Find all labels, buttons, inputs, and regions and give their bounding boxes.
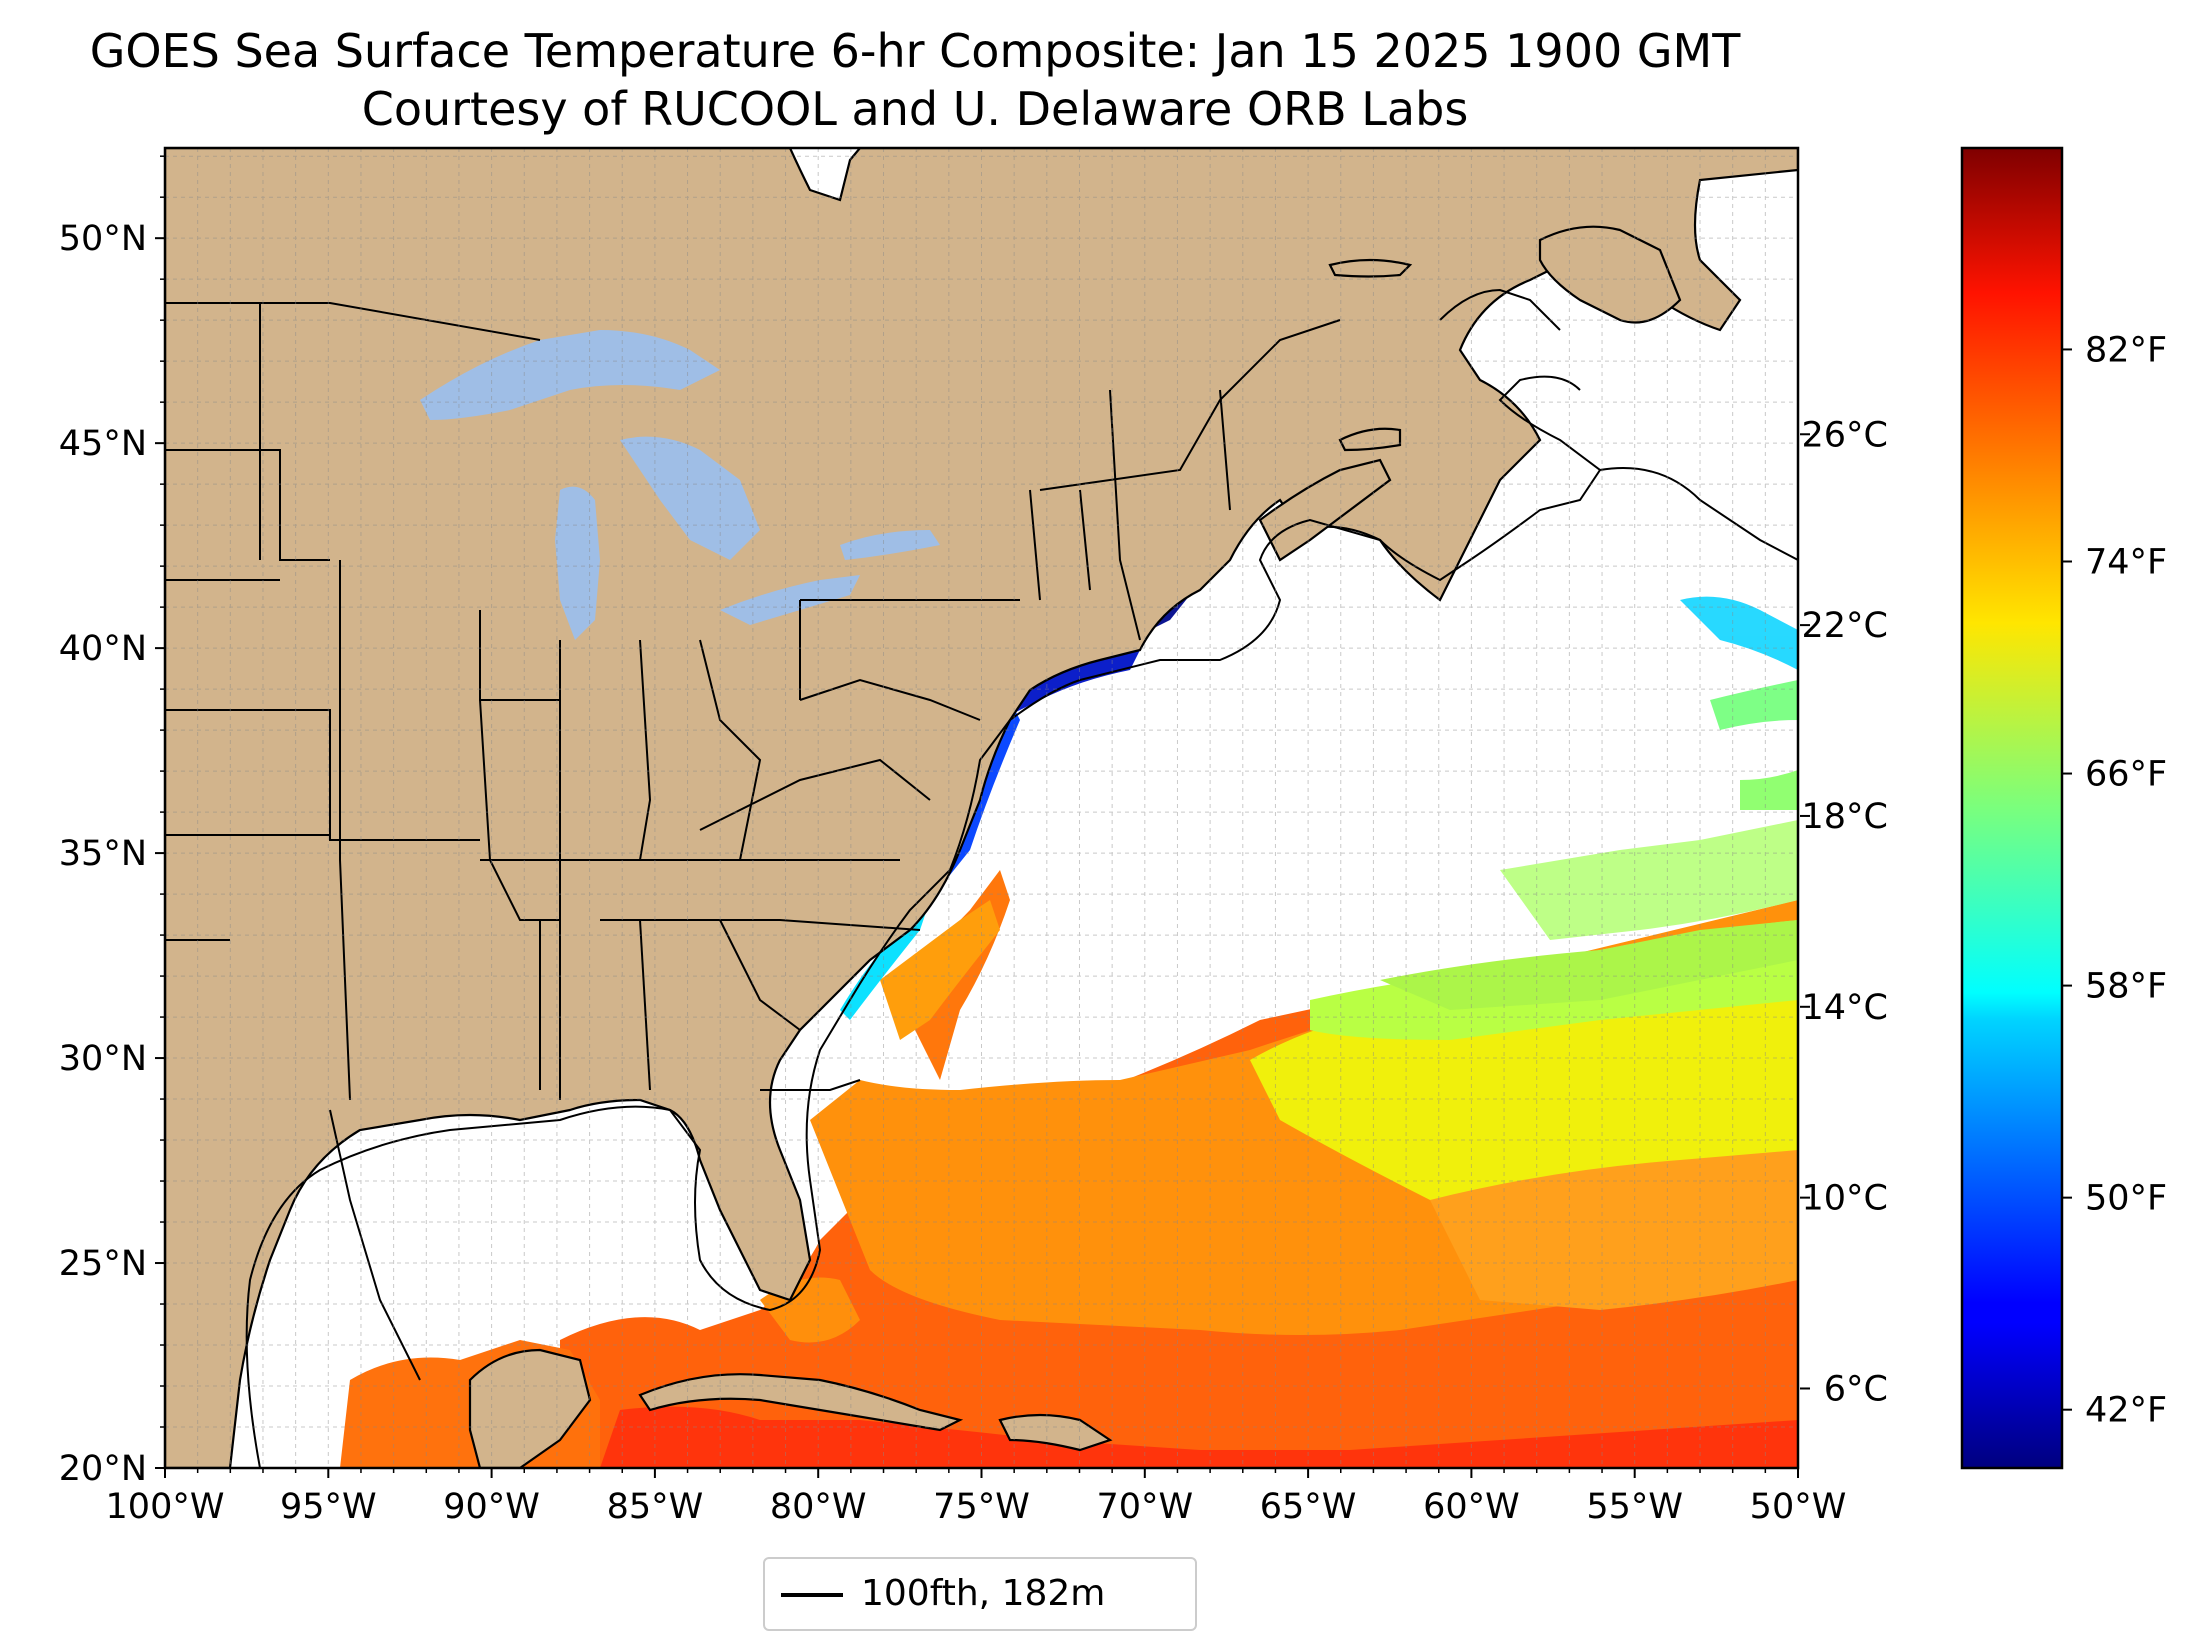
lon-tick-label: 85°W [607,1487,704,1527]
colorbar-celsius-label: 10°C [1802,1179,1888,1219]
land [165,148,1798,1468]
lon-tick-label: 75°W [933,1487,1030,1527]
nova-scotia [1258,458,1392,562]
lat-tick-label: 35°N [59,834,147,874]
colorbar-fahrenheit-label: 82°F [2085,330,2167,370]
colorbar: 6°C 10°C 14°C 18°C 22°C 26°C 42°F 50°F 58°F 66°F… [1800,146,2167,1470]
colorbar-fahrenheit-label: 74°F [2085,542,2167,582]
colorbar-celsius-label: 18°C [1802,797,1888,837]
lake-ontario [840,530,940,560]
colorbar-celsius-label: 26°C [1802,415,1888,455]
colorbar-frame [1960,146,2064,1470]
lake-huron [620,436,760,560]
anticosti [1328,258,1413,278]
colorbar-fahrenheit-ticks: 42°F 50°F 58°F 66°F 74°F 82°F [2062,330,2167,1431]
lat-tick-label: 20°N [59,1449,147,1489]
colorbar-fahrenheit-label: 58°F [2085,967,2167,1007]
colorbar-fahrenheit-label: 42°F [2085,1391,2167,1431]
title-line-1: GOES Sea Surface Temperature 6-hr Compos… [89,24,1741,78]
pei [1338,427,1402,452]
latitude-ticks: 20°N 25°N 30°N 35°N 40°N 45°N 50°N [59,155,165,1489]
sst-ne-green [1710,680,1798,730]
hispaniola [998,1413,1113,1452]
sst-ne-green2 [1740,770,1798,810]
political-borders [165,302,1341,1381]
lon-tick-label: 50°W [1750,1487,1847,1527]
lon-tick-label: 55°W [1586,1487,1683,1527]
great-lakes [420,330,940,640]
lon-tick-label: 65°W [1260,1487,1357,1527]
lat-tick-label: 25°N [59,1244,147,1284]
sst-green-north [1500,820,1798,940]
yucatan [468,1348,592,1468]
sst-field [340,510,1798,1468]
colorbar-fahrenheit-label: 50°F [2085,1179,2167,1219]
sst-nc-shelf [880,900,1000,1040]
lat-tick-label: 50°N [59,219,147,259]
lake-superior [420,330,720,420]
colorbar-celsius-label: 22°C [1802,606,1888,646]
map-title: GOES Sea Surface Temperature 6-hr Compos… [0,22,1830,138]
sst-orange-east [1430,1150,1798,1310]
lon-tick-label: 95°W [280,1487,377,1527]
longitude-ticks: 100°W 95°W 90°W 85°W 80°W 75°W 70°W 65°W 60°W 55°… [106,1468,1847,1527]
sst-green-band [1380,920,1798,1010]
sst-red-caribbean [600,1406,1798,1468]
lon-tick-label: 90°W [443,1487,540,1527]
colorbar-celsius-label: 6°C [1824,1369,1888,1409]
lon-tick-label: 60°W [1423,1487,1520,1527]
map-area [165,148,1798,1468]
lon-tick-label: 70°W [1096,1487,1193,1527]
colorbar-fahrenheit-label: 66°F [2085,755,2167,795]
title-line-2: Courtesy of RUCOOL and U. Delaware ORB L… [361,82,1469,136]
colorbar-gradient [1962,148,2062,1468]
colorbar-celsius-ticks: 6°C 10°C 14°C 18°C 22°C 26°C [1800,415,1888,1409]
colorbar-celsius-label: 14°C [1802,988,1888,1028]
isobath-100fth [245,288,1798,1468]
lon-tick-label: 100°W [106,1487,225,1527]
legend-label: 100fth, 182m [861,1573,1106,1614]
lat-tick-label: 30°N [59,1039,147,1079]
lon-tick-label: 80°W [770,1487,867,1527]
lat-tick-label: 40°N [59,629,147,669]
sst-ne-cyan [1680,596,1798,670]
lake-erie [720,575,860,625]
legend-line-swatch [781,1593,843,1597]
legend: 100fth, 182m [763,1557,1197,1631]
lake-michigan [555,486,600,640]
graticule [165,148,1798,1468]
cuba [638,1373,964,1432]
lat-tick-label: 45°N [59,424,147,464]
newfoundland [1538,225,1682,324]
